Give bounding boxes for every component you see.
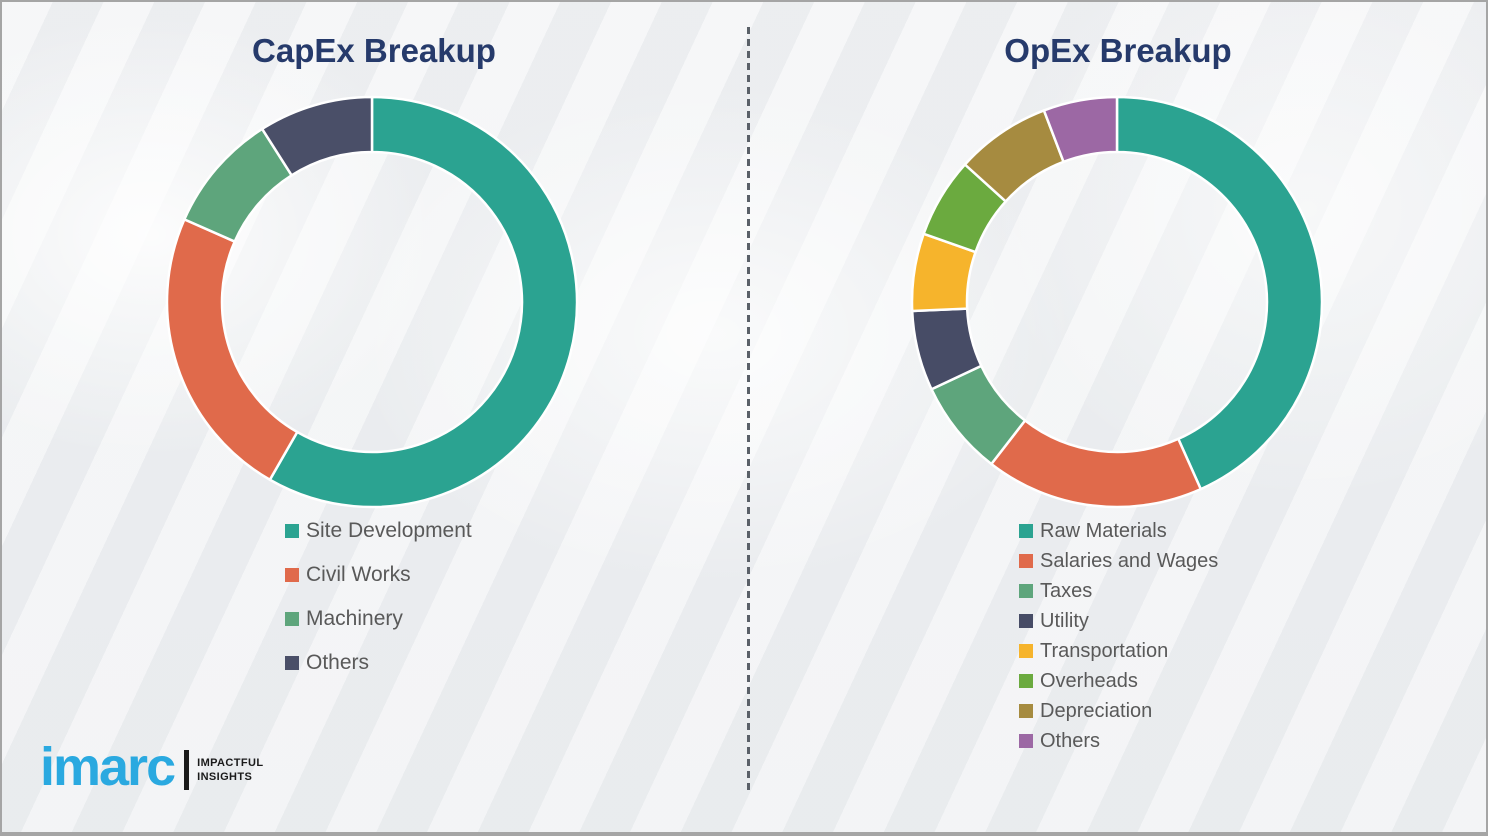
tagline-line-1: IMPACTFUL <box>197 756 264 769</box>
donut-segment-civil-works <box>165 218 299 481</box>
legend-swatch-icon <box>1019 734 1033 748</box>
legend-item-utility: Utility <box>1019 609 1218 633</box>
legend-item-machinery: Machinery <box>285 606 472 632</box>
legend-item-depreciation: Depreciation <box>1019 699 1218 723</box>
donut-segment-raw-materials <box>1115 95 1324 491</box>
tagline-line-2: INSIGHTS <box>197 771 253 783</box>
legend-label: Transportation <box>1040 639 1169 662</box>
opex-legend: Raw Materials Salaries and Wages Taxes Util… <box>1019 519 1218 759</box>
legend-swatch-icon <box>285 568 299 582</box>
legend-swatch-icon <box>1019 584 1033 598</box>
legend-item-site-development: Site Development <box>285 518 472 544</box>
legend-swatch-icon <box>1019 554 1033 568</box>
capex-donut-chart <box>162 92 582 512</box>
donut-svg <box>910 95 1324 509</box>
legend-label: Civil Works <box>306 563 411 586</box>
capex-legend: Site Development Civil Works Machinery Othe… <box>285 518 472 694</box>
donut-segment-site-development <box>268 95 579 509</box>
opex-donut-chart <box>907 92 1327 512</box>
legend-label: Site Development <box>306 519 472 542</box>
legend-item-others: Others <box>1019 729 1218 753</box>
legend-label: Taxes <box>1040 579 1093 602</box>
legend-label: Others <box>306 651 370 674</box>
legend-item-raw-materials: Raw Materials <box>1019 519 1218 543</box>
logo-divider-bar <box>184 750 190 790</box>
legend-swatch-icon <box>1019 704 1033 718</box>
legend-label: Overheads <box>1040 669 1138 692</box>
legend-label: Salaries and Wages <box>1040 549 1219 572</box>
legend-item-transportation: Transportation <box>1019 639 1218 663</box>
legend-swatch-icon <box>1019 644 1033 658</box>
imarc-logo-tagline: IMPACTFUL INSIGHTS <box>197 756 263 785</box>
legend-label: Utility <box>1040 609 1089 632</box>
legend-label: Machinery <box>306 607 403 630</box>
legend-label: Depreciation <box>1040 699 1153 722</box>
legend-item-salaries-and-wages: Salaries and Wages <box>1019 549 1218 573</box>
legend-item-civil-works: Civil Works <box>285 562 472 588</box>
legend-swatch-icon <box>285 524 299 538</box>
legend-swatch-icon <box>285 612 299 626</box>
legend-item-overheads: Overheads <box>1019 669 1218 693</box>
legend-item-taxes: Taxes <box>1019 579 1218 603</box>
imarc-logo-wordmark: imarc <box>40 737 176 797</box>
opex-title: OpEx Breakup <box>1004 32 1232 69</box>
donut-segment-others <box>260 95 374 177</box>
vertical-dashed-divider <box>747 27 750 792</box>
donut-svg <box>165 95 579 509</box>
legend-swatch-icon <box>1019 614 1033 628</box>
donut-segment-others <box>1042 95 1119 164</box>
legend-swatch-icon <box>285 656 299 670</box>
donut-segment-salaries-and-wages <box>990 419 1203 509</box>
legend-label: Raw Materials <box>1040 519 1167 542</box>
legend-swatch-icon <box>1019 674 1033 688</box>
legend-item-others: Others <box>285 650 472 676</box>
capex-title: CapEx Breakup <box>252 32 496 69</box>
legend-label: Others <box>1040 729 1101 752</box>
legend-swatch-icon <box>1019 524 1033 538</box>
imarc-logo: imarc IMPACTFUL INSIGHTS <box>40 740 263 794</box>
